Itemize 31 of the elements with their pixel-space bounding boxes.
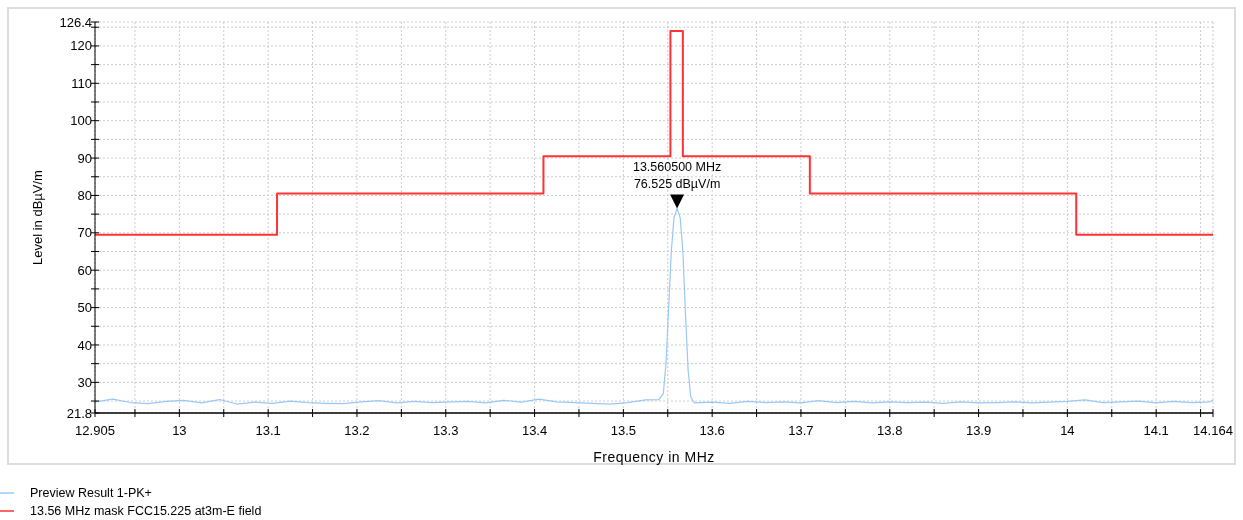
x-tick-label: 13.2 xyxy=(344,423,370,438)
x-tick-label: 13.4 xyxy=(521,423,548,438)
x-tick-label: 14 xyxy=(1060,423,1075,438)
y-tick-label: 80 xyxy=(77,188,92,203)
y-tick-label: 40 xyxy=(77,337,92,353)
y-tick-label: 120 xyxy=(70,38,92,54)
x-tick-label: 13.8 xyxy=(877,423,903,438)
y-tick-label: 30 xyxy=(77,374,92,390)
x-tick-label: 14.1 xyxy=(1143,423,1169,438)
legend-label: Preview Result 1-PK+ xyxy=(30,486,152,501)
y-tick-label: 21.8 xyxy=(66,405,92,421)
legend-label: 13.56 MHz mask FCC15.225 at3m-E field xyxy=(30,504,262,519)
x-tick-label: 13.6 xyxy=(699,423,725,438)
y-tick-label: 70 xyxy=(77,225,92,241)
y-tick-label: 50 xyxy=(77,300,92,316)
x-tick-label: 13.1 xyxy=(255,423,281,438)
x-axis-title: Frequency in MHz xyxy=(593,449,715,465)
y-tick-label: 90 xyxy=(77,150,92,166)
x-tick-label: 13.9 xyxy=(965,423,992,438)
annotation: 13.560500 MHz 76.525 dBµV/m xyxy=(632,160,722,192)
x-tick-label: 12.905 xyxy=(75,423,115,438)
x-tick-label: 13.7 xyxy=(788,423,814,438)
y-tick-label: 60 xyxy=(77,262,92,278)
y-axis-title: Level in dBµV/m xyxy=(30,170,45,265)
y-tick-label: 126.4 xyxy=(59,14,92,30)
y-tick-label: 100 xyxy=(70,113,92,129)
x-tick-label: 13 xyxy=(172,423,187,438)
x-tick-label: 13.3 xyxy=(433,423,459,438)
x-tick-label: 13.5 xyxy=(610,423,637,438)
x-tick-label: 14.164 xyxy=(1193,423,1233,438)
y-tick-label: 110 xyxy=(71,75,92,91)
